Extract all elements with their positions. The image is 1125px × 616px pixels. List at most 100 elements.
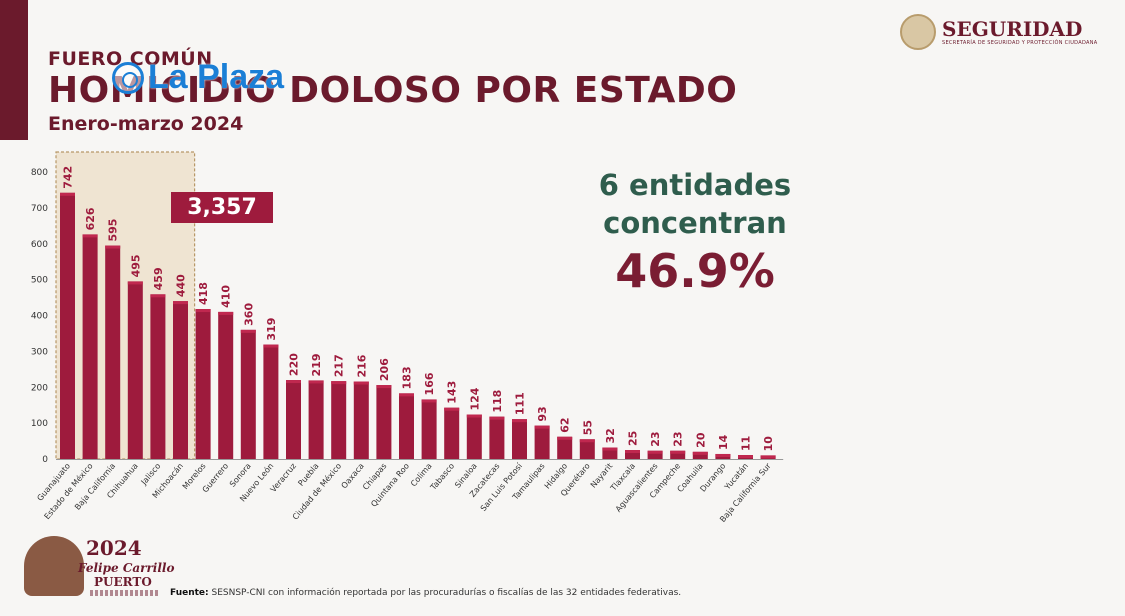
bar-cap bbox=[399, 393, 414, 397]
y-tick-label: 200 bbox=[31, 383, 48, 393]
bar bbox=[173, 301, 188, 459]
bar-value-label: 206 bbox=[378, 358, 391, 381]
bar bbox=[557, 436, 573, 459]
bar-cap bbox=[218, 311, 234, 315]
concentration-percent: 46.9% bbox=[615, 244, 775, 298]
page-title: HOMICIDIO DOLOSO POR ESTADO bbox=[48, 70, 738, 111]
bar-value-label: 124 bbox=[468, 387, 481, 410]
bar bbox=[512, 419, 527, 459]
bar-value-label: 216 bbox=[355, 354, 368, 377]
bar bbox=[625, 450, 640, 459]
bar-group bbox=[602, 447, 618, 459]
bar-group bbox=[489, 416, 505, 459]
bar-cap bbox=[760, 455, 776, 459]
bar-cap bbox=[195, 309, 211, 313]
bar-group bbox=[82, 234, 98, 459]
bar bbox=[105, 245, 121, 459]
source-label: Fuente: bbox=[170, 588, 209, 598]
bar-cap bbox=[557, 436, 573, 440]
bar-value-label: 595 bbox=[107, 219, 120, 242]
brand-name: SEGURIDAD bbox=[942, 17, 1083, 41]
campaign-decoration bbox=[90, 590, 160, 596]
bar-cap bbox=[602, 447, 618, 451]
bar bbox=[692, 451, 708, 459]
bar-group bbox=[308, 380, 324, 459]
bar bbox=[399, 393, 414, 459]
bar-cap bbox=[331, 381, 347, 385]
y-tick-label: 800 bbox=[31, 168, 48, 178]
la-plaza-logo-icon bbox=[112, 61, 144, 94]
bar-value-label: 93 bbox=[536, 406, 549, 421]
bar-value-label: 418 bbox=[197, 282, 210, 305]
bar-group bbox=[421, 399, 437, 459]
bar-group bbox=[512, 419, 527, 459]
bar-cap bbox=[150, 294, 166, 298]
la-plaza-watermark: La Plaza bbox=[112, 58, 284, 97]
bar-value-label: 319 bbox=[265, 318, 278, 341]
bar-cap bbox=[127, 281, 143, 285]
bar-value-label: 742 bbox=[62, 166, 75, 189]
bar-cap bbox=[692, 451, 708, 455]
bar-group bbox=[692, 451, 708, 459]
bar-group bbox=[647, 450, 663, 459]
bar bbox=[60, 192, 75, 459]
brand-tagline: SECRETARÍA DE SEGURIDAD Y PROTECCIÓN CIU… bbox=[942, 40, 1098, 46]
bar-group bbox=[240, 329, 256, 459]
y-tick-label: 100 bbox=[31, 419, 48, 429]
campaign-year: 2024 bbox=[86, 536, 142, 560]
bar-value-label: 360 bbox=[242, 303, 255, 326]
total-highlight-box: 3,357 bbox=[171, 192, 273, 223]
bar-cap bbox=[579, 439, 595, 443]
bar-value-label: 62 bbox=[559, 417, 572, 432]
bar-cap bbox=[647, 450, 663, 454]
bar-value-label: 217 bbox=[333, 354, 346, 377]
bar bbox=[127, 281, 143, 459]
bar-value-label: 23 bbox=[672, 431, 685, 446]
bar-value-label: 23 bbox=[649, 431, 662, 446]
bar-cap bbox=[738, 455, 753, 459]
bar-group bbox=[466, 414, 482, 459]
bar-value-label: 183 bbox=[401, 366, 414, 389]
bar-group bbox=[534, 425, 550, 459]
bar-group bbox=[105, 245, 121, 459]
bar bbox=[218, 311, 234, 459]
bar-cap bbox=[105, 245, 121, 249]
bar-cap bbox=[625, 450, 640, 454]
bar bbox=[376, 385, 392, 459]
bar-value-label: 143 bbox=[446, 381, 459, 404]
bar-cap bbox=[353, 381, 369, 385]
bar bbox=[647, 450, 663, 459]
bar-group bbox=[60, 192, 75, 459]
y-tick-label: 700 bbox=[31, 204, 48, 214]
bar-cap bbox=[444, 407, 460, 411]
bar-value-label: 626 bbox=[84, 207, 97, 230]
bar bbox=[240, 329, 256, 459]
bar-cap bbox=[512, 419, 527, 423]
bar-value-label: 14 bbox=[717, 434, 730, 450]
campaign-name-line-2: PUERTO bbox=[94, 575, 152, 589]
bar-cap bbox=[534, 425, 550, 429]
bar-group bbox=[376, 385, 392, 459]
national-seal-icon bbox=[900, 14, 936, 50]
bar-value-label: 32 bbox=[604, 428, 617, 443]
bar bbox=[602, 447, 618, 459]
y-tick-label: 600 bbox=[31, 240, 48, 250]
bar-group bbox=[444, 407, 460, 459]
bar-group bbox=[195, 309, 211, 459]
bar-group bbox=[738, 455, 753, 459]
bar bbox=[308, 380, 324, 459]
bar-group bbox=[173, 301, 188, 459]
pre-title: FUERO COMÚN bbox=[48, 48, 213, 70]
bar-value-label: 220 bbox=[288, 353, 301, 376]
bar bbox=[82, 234, 98, 459]
bar bbox=[331, 381, 347, 459]
bar-group bbox=[263, 344, 279, 459]
y-tick-label: 0 bbox=[42, 455, 48, 465]
bar-group bbox=[218, 311, 234, 459]
seguridad-logo: SEGURIDAD SECRETARÍA DE SEGURIDAD Y PROT… bbox=[900, 14, 1098, 50]
bar-group bbox=[625, 450, 640, 459]
bar-cap bbox=[308, 380, 324, 384]
bar-value-label: 25 bbox=[627, 431, 640, 446]
page-subtitle: Enero-marzo 2024 bbox=[48, 113, 244, 135]
